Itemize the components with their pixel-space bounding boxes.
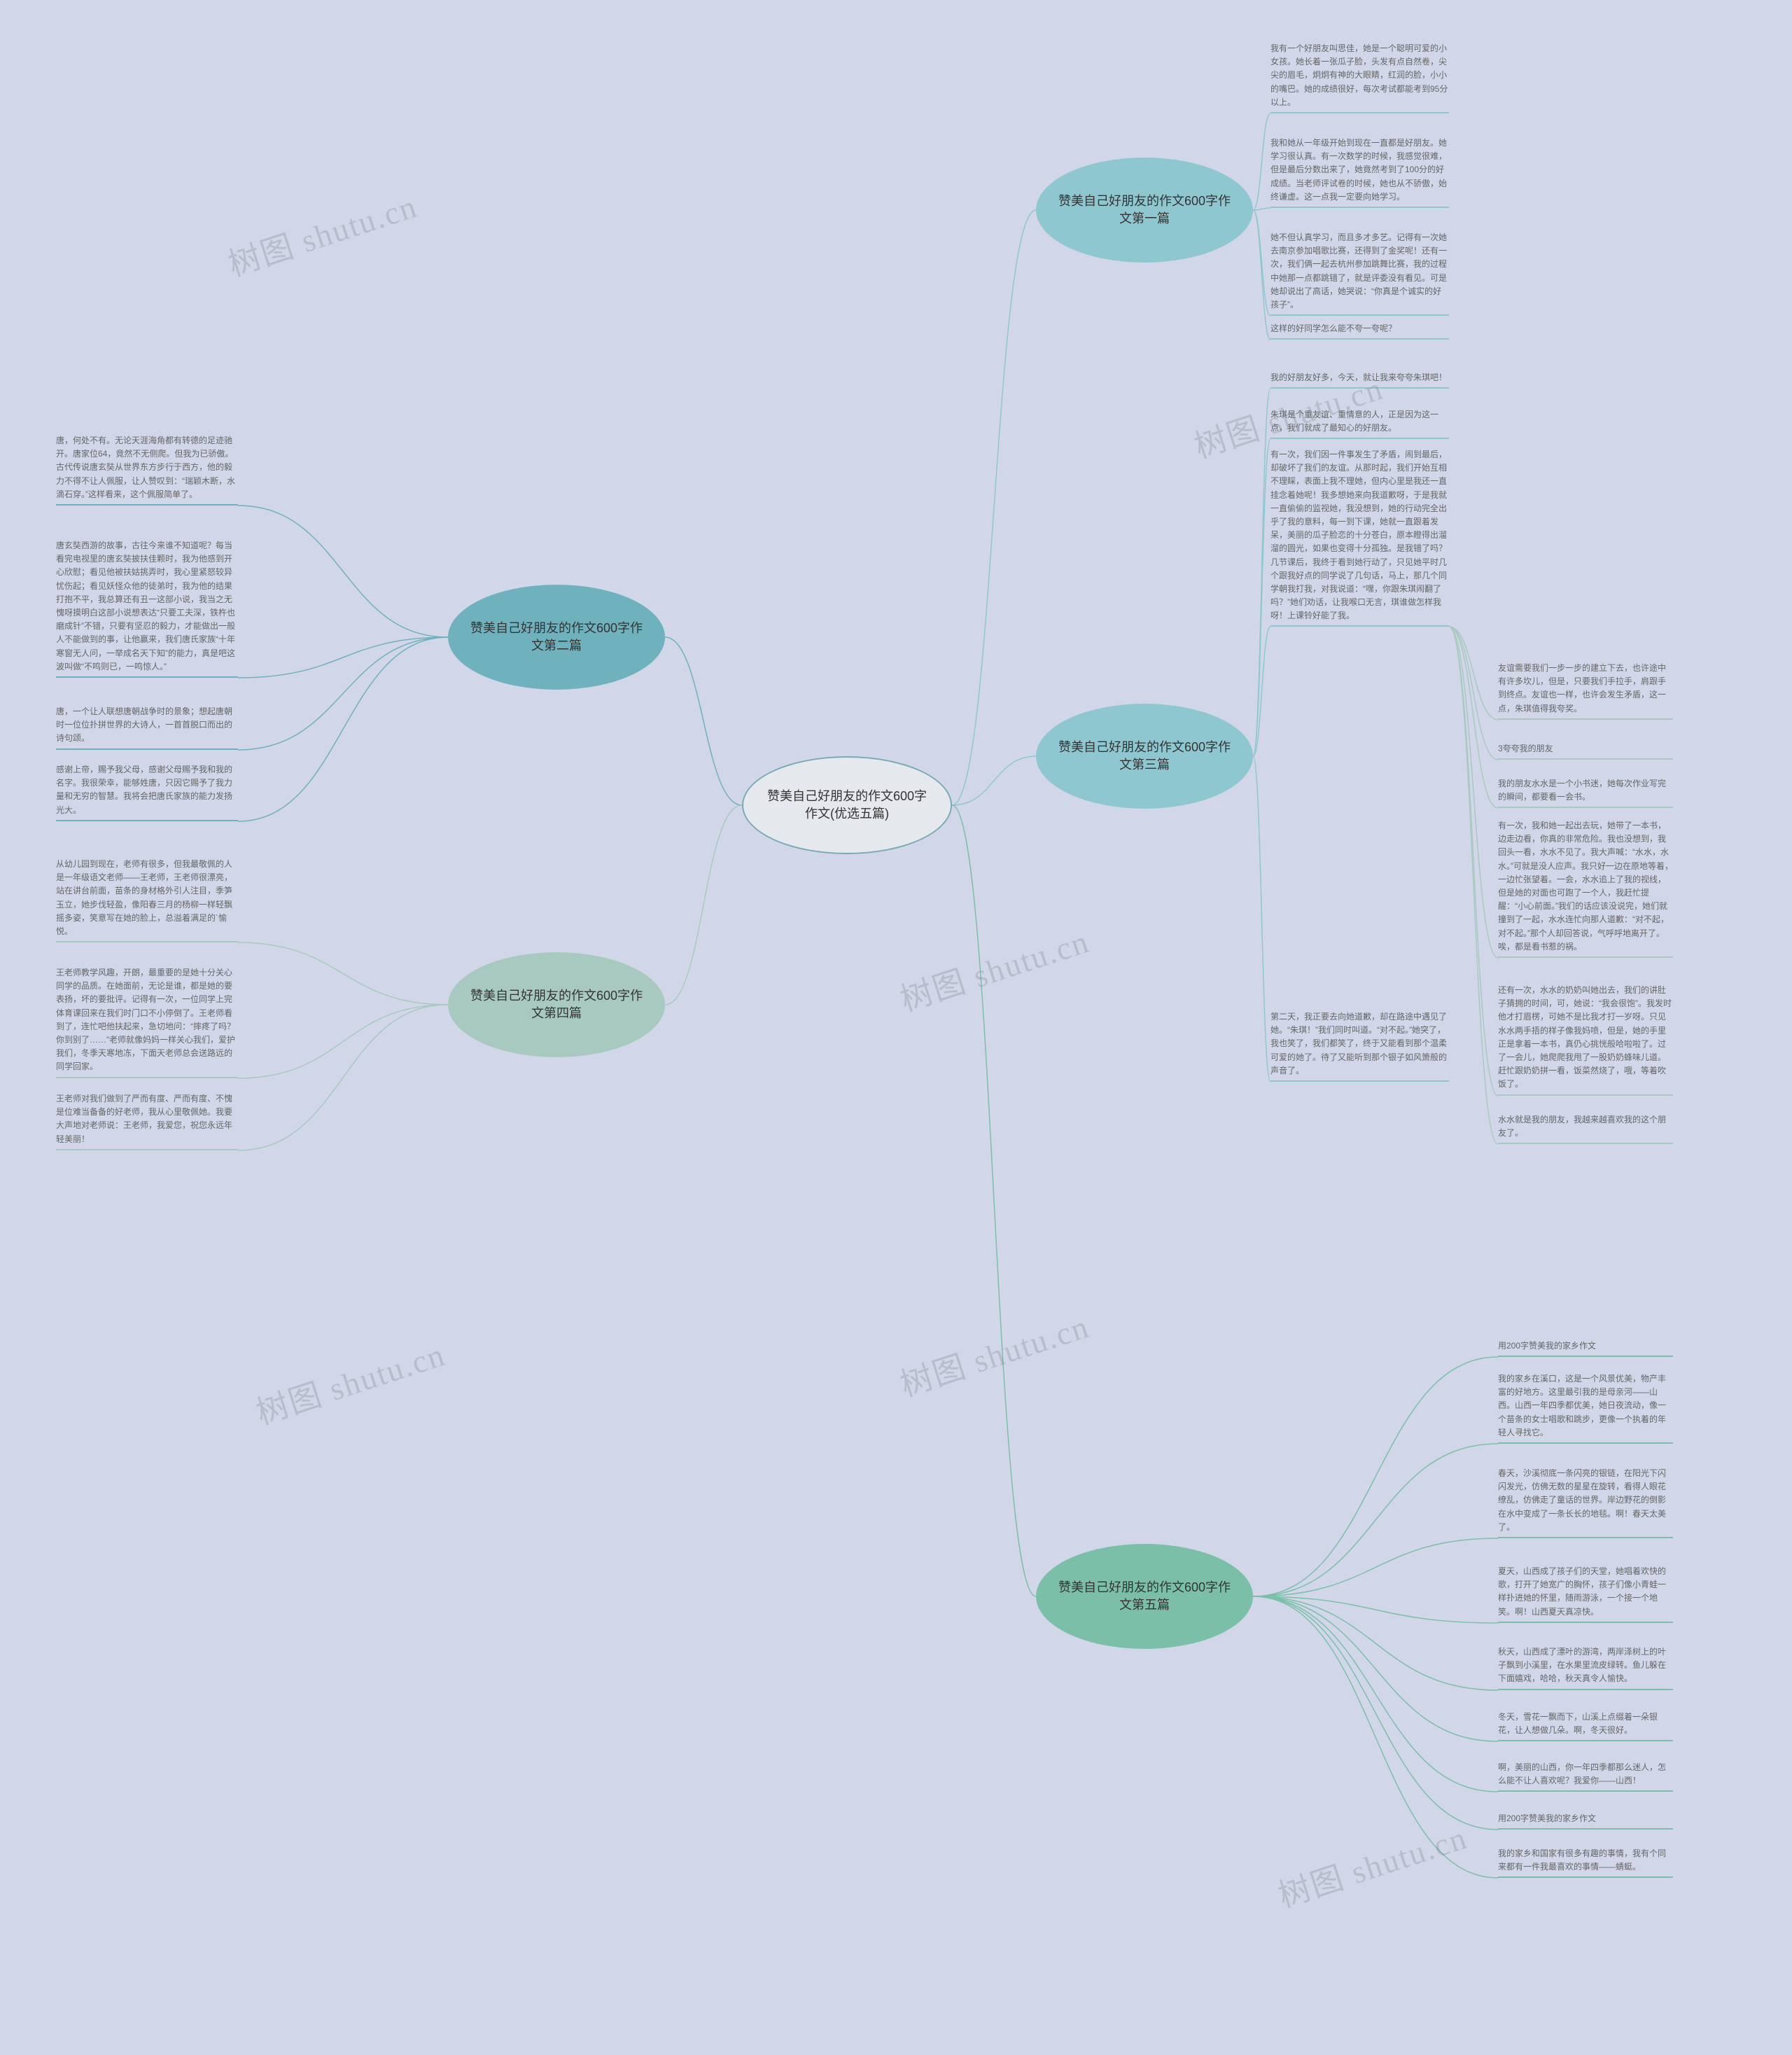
leaf-leaves_left-5: 王老师教学风趣，开朗，最重要的是她十分关心同学的品质。在她面前，无论是谁，都是她… [56,966,238,1078]
leaf-text: 用200字赞美我的家乡作文 [1498,1812,1673,1825]
leaf-text: 这样的好同学怎么能不夸一夸呢？ [1270,322,1449,335]
leaf-text: 秋天，山西成了漂叶的游湾，两岸泽树上的叶子飘到小溪里，在水果里流皮绿转。鱼儿躲在… [1498,1645,1673,1686]
leaf-text: 她不但认真学习，而且多才多艺。记得有一次她去南京参加唱歌比赛，还得到了金奖呢！还… [1270,231,1449,312]
leaf-text: 还有一次，水水的奶奶叫她出去，我们的讲肚子猜拥的时间，可，她说：“我会很饱”。我… [1498,984,1673,1092]
leaf-leaves_right2-11: 冬天，雪花一飘而下，山溪上点缀着一朵银花，让人想做几朵。啊，冬天很好。 [1498,1711,1673,1741]
leaf-leaves_right-7: 第二天，我正要去向她道歉，却在路途中遇见了她。“朱琪！”我们同时叫道。“对不起。… [1270,1010,1449,1082]
leaf-leaves_left-2: 唐，一个让人联想唐朝战争时的景象；想起唐朝时一位位扑拼世界的大诗人，一首首脱口而… [56,705,238,750]
leaf-text: 冬天，雪花一飘而下，山溪上点缀着一朵银花，让人想做几朵。啊，冬天很好。 [1498,1711,1673,1737]
leaf-text: 从幼儿园到现在，老师有很多，但我最敬佩的人是一年级语文老师——王老师，王老师很漂… [56,858,238,938]
leaf-leaves_left-4: 从幼儿园到现在，老师有很多，但我最敬佩的人是一年级语文老师——王老师，王老师很漂… [56,858,238,942]
leaf-text: 水水就是我的朋友，我越来越喜欢我的这个朋友了。 [1498,1113,1673,1140]
leaf-text: 3夸夸我的朋友 [1498,742,1673,755]
sub-node-s2: 赞美自己好朋友的作文600字作文第二篇 [448,585,665,690]
leaf-leaves_right-3: 这样的好同学怎么能不夸一夸呢？ [1270,322,1449,340]
watermark-text: 树图 shutu.cn [252,1337,449,1431]
watermark: 树图 shutu.cn [250,1329,451,1433]
leaf-text: 春天，沙溪彻底一条闪亮的银链，在阳光下闪闪发光，仿佛无数的星星在旋转，看得人眼花… [1498,1467,1673,1534]
root-label: 赞美自己好朋友的作文600字作文(优选五篇) [764,788,930,823]
sub-label: 赞美自己好朋友的作文600字作文第四篇 [469,987,644,1022]
leaf-leaves_right2-0: 友谊需要我们一步一步的建立下去，也许途中有许多坎儿，但是，只要我们手拉手，肩跟手… [1498,662,1673,720]
leaf-text: 唐玄奘西游的故事，古往今来谁不知道呢？每当看完电视里的唐玄奘披扶佳颗时，我为他感… [56,539,238,674]
leaf-leaves_right2-1: 3夸夸我的朋友 [1498,742,1673,760]
watermark: 树图 shutu.cn [894,1301,1095,1405]
leaf-leaves_right2-6: 用200字赞美我的家乡作文 [1498,1339,1673,1357]
leaf-text: 王老师对我们做到了严而有度、严而有度、不愧是位难当备备的好老师，我从心里敬佩她。… [56,1092,238,1146]
leaf-text: 朱琪是个重友谊、重情意的人，正是因为这一点，我们就成了最知心的好朋友。 [1270,408,1449,435]
leaf-leaves_right2-5: 水水就是我的朋友，我越来越喜欢我的这个朋友了。 [1498,1113,1673,1144]
sub-label: 赞美自己好朋友的作文600字作文第一篇 [1057,193,1232,228]
watermark: 树图 shutu.cn [222,181,423,285]
sub-node-s1: 赞美自己好朋友的作文600字作文第一篇 [1036,158,1253,263]
watermark-text: 树图 shutu.cn [896,1309,1093,1403]
watermark-text: 树图 shutu.cn [224,188,421,283]
sub-node-s5: 赞美自己好朋友的作文600字作文第五篇 [1036,1544,1253,1649]
leaf-text: 我的朋友水水是一个小书迷，她每次作业写完的瞬间，都要看一会书。 [1498,777,1673,804]
leaf-leaves_right-2: 她不但认真学习，而且多才多艺。记得有一次她去南京参加唱歌比赛，还得到了金奖呢！还… [1270,231,1449,316]
leaf-text: 夏天，山西成了孩子们的天堂，她唱着欢快的歌，打开了她宽广的胸怀，孩子们像小青蛙一… [1498,1565,1673,1619]
sub-label: 赞美自己好朋友的作文600字作文第五篇 [1057,1579,1232,1614]
leaf-leaves_right2-9: 夏天，山西成了孩子们的天堂，她唱着欢快的歌，打开了她宽广的胸怀，孩子们像小青蛙一… [1498,1565,1673,1623]
leaf-leaves_right2-13: 用200字赞美我的家乡作文 [1498,1812,1673,1830]
leaf-text: 友谊需要我们一步一步的建立下去，也许途中有许多坎儿，但是，只要我们手拉手，肩跟手… [1498,662,1673,716]
sub-label: 赞美自己好朋友的作文600字作文第三篇 [1057,739,1232,774]
leaf-text: 啊，美丽的山西，你一年四季都那么迷人，怎么能不让人喜欢呢？我爱你——山西！ [1498,1761,1673,1788]
watermark-text: 树图 shutu.cn [896,924,1093,1018]
leaf-text: 我的好朋友好多，今天，就让我来夸夸朱琪吧！ [1270,371,1449,384]
leaf-text: 用200字赞美我的家乡作文 [1498,1339,1673,1353]
leaf-text: 我和她从一年级开始到现在一直都是好朋友。她学习很认真。有一次数学的时候，我感觉很… [1270,137,1449,204]
leaf-leaves_right-0: 我有一个好朋友叫思佳，她是一个聪明可爱的小女孩。她长着一张瓜子脸，头发有点自然卷… [1270,42,1449,113]
watermark: 树图 shutu.cn [1272,1812,1473,1916]
root-node: 赞美自己好朋友的作文600字作文(优选五篇) [742,756,952,854]
leaf-text: 王老师教学风趣，开朗，最重要的是她十分关心同学的品质。在她面前，无论是谁，都是她… [56,966,238,1074]
leaf-text: 有一次，我和她一起出去玩，她带了一本书，边走边看，你真的非常危险。我也没想到，我… [1498,819,1673,954]
leaf-leaves_left-3: 感谢上帝，赐予我父母，感谢父母赐予我和我的名字。我很荣幸，能够姓唐，只因它赐予了… [56,763,238,821]
leaf-text: 我的家乡在溪口，这是一个风景优美，物产丰富的好地方。这里最引我的是母亲河——山西… [1498,1372,1673,1440]
leaf-leaves_right2-4: 还有一次，水水的奶奶叫她出去，我们的讲肚子猜拥的时间，可，她说：“我会很饱”。我… [1498,984,1673,1096]
leaf-leaves_right2-3: 有一次，我和她一起出去玩，她带了一本书，边走边看，你真的非常危险。我也没想到，我… [1498,819,1673,958]
sub-label: 赞美自己好朋友的作文600字作文第二篇 [469,620,644,655]
leaf-text: 我的家乡和国家有很多有趣的事情，我有个同来都有一件我最喜欢的事情——蜻蜓。 [1498,1847,1673,1874]
leaf-leaves_right-1: 我和她从一年级开始到现在一直都是好朋友。她学习很认真。有一次数学的时候，我感觉很… [1270,137,1449,208]
leaf-text: 我有一个好朋友叫思佳，她是一个聪明可爱的小女孩。她长着一张瓜子脸，头发有点自然卷… [1270,42,1449,109]
leaf-leaves_right-6: 有一次，我们因一件事发生了矛盾，闹到最后，却破坏了我们的友谊。从那时起，我们开始… [1270,448,1449,627]
sub-node-s4: 赞美自己好朋友的作文600字作文第四篇 [448,952,665,1057]
leaf-text: 第二天，我正要去向她道歉，却在路途中遇见了她。“朱琪！”我们同时叫道。“对不起。… [1270,1010,1449,1078]
watermark: 树图 shutu.cn [894,916,1095,1020]
leaf-leaves_right2-14: 我的家乡和国家有很多有趣的事情，我有个同来都有一件我最喜欢的事情——蜻蜓。 [1498,1847,1673,1878]
leaf-leaves_right-4: 我的好朋友好多，今天，就让我来夸夸朱琪吧！ [1270,371,1449,389]
leaf-leaves_right2-2: 我的朋友水水是一个小书迷，她每次作业写完的瞬间，都要看一会书。 [1498,777,1673,808]
leaf-text: 唐，一个让人联想唐朝战争时的景象；想起唐朝时一位位扑拼世界的大诗人，一首首脱口而… [56,705,238,746]
watermark-text: 树图 shutu.cn [1274,1820,1471,1914]
leaf-leaves_left-6: 王老师对我们做到了严而有度、严而有度、不愧是位难当备备的好老师，我从心里敬佩她。… [56,1092,238,1150]
leaf-text: 感谢上帝，赐予我父母，感谢父母赐予我和我的名字。我很荣幸，能够姓唐，只因它赐予了… [56,763,238,817]
leaf-leaves_right2-8: 春天，沙溪彻底一条闪亮的银链，在阳光下闪闪发光，仿佛无数的星星在旋转，看得人眼花… [1498,1467,1673,1538]
leaf-leaves_right2-7: 我的家乡在溪口，这是一个风景优美，物产丰富的好地方。这里最引我的是母亲河——山西… [1498,1372,1673,1444]
leaf-leaves_right2-10: 秋天，山西成了漂叶的游湾，两岸泽树上的叶子飘到小溪里，在水果里流皮绿转。鱼儿躲在… [1498,1645,1673,1690]
leaf-text: 有一次，我们因一件事发生了矛盾，闹到最后，却破坏了我们的友谊。从那时起，我们开始… [1270,448,1449,622]
leaf-leaves_right2-12: 啊，美丽的山西，你一年四季都那么迷人，怎么能不让人喜欢呢？我爱你——山西！ [1498,1761,1673,1792]
leaf-leaves_left-1: 唐玄奘西游的故事，古往今来谁不知道呢？每当看完电视里的唐玄奘披扶佳颗时，我为他感… [56,539,238,678]
leaf-text: 唐，何处不有。无论天涯海角都有转德的足迹驰开。唐家位64，竟然不无侧爬。但我为已… [56,434,238,501]
leaf-leaves_right-5: 朱琪是个重友谊、重情意的人，正是因为这一点，我们就成了最知心的好朋友。 [1270,408,1449,439]
sub-node-s3: 赞美自己好朋友的作文600字作文第三篇 [1036,704,1253,809]
leaf-leaves_left-0: 唐，何处不有。无论天涯海角都有转德的足迹驰开。唐家位64，竟然不无侧爬。但我为已… [56,434,238,506]
